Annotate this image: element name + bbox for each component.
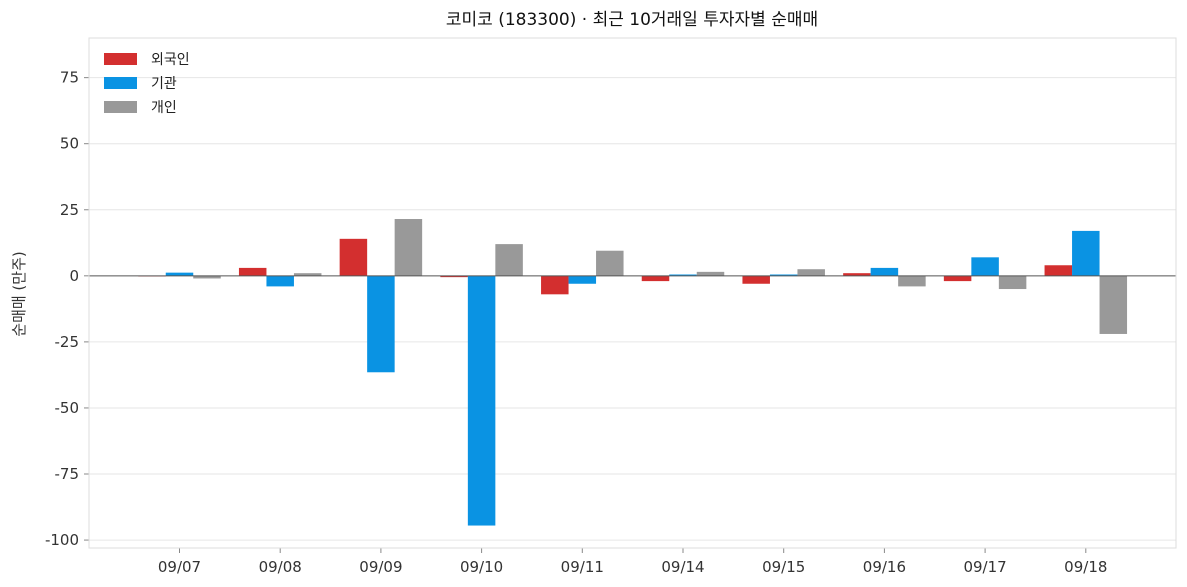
- bar-2-09-14: [669, 274, 697, 276]
- y-tick-label: 75: [60, 69, 79, 87]
- bar-3-09-15: [797, 269, 825, 276]
- bar-3-09-16: [898, 275, 926, 287]
- plot-frame: [88, 37, 1177, 549]
- y-tick-label: -50: [55, 399, 80, 417]
- y-tick-labels: 75 50 25 0 -25 -50 -75 -100: [45, 69, 89, 549]
- legend-swatch: [104, 77, 137, 89]
- bar-2-09-11: [568, 275, 597, 284]
- bar-2-09-18: [1072, 230, 1100, 276]
- x-tick-label: 09/17: [963, 558, 1006, 576]
- bar-2-09-16: [870, 267, 899, 276]
- x-tick-label: 09/14: [661, 558, 704, 576]
- legend-label: 외국인: [151, 52, 190, 68]
- bar-1-09-15: [742, 275, 770, 284]
- legend-label: 개인: [151, 100, 177, 116]
- x-tick-label: 09/11: [561, 558, 604, 576]
- bar-1-09-08: [238, 267, 267, 276]
- x-tick-label: 09/08: [259, 558, 302, 576]
- bar-2-09-10: [467, 275, 496, 526]
- bar-1-09-14: [641, 275, 670, 282]
- y-tick-label: 0: [69, 267, 79, 285]
- y-tick-label: -25: [55, 333, 80, 351]
- bar-1-09-10: [440, 275, 468, 278]
- legend-swatch: [104, 53, 137, 65]
- bar-3-09-09: [394, 219, 423, 276]
- bar-2-09-17: [971, 257, 999, 276]
- bar-3-09-18: [1099, 275, 1128, 334]
- x-tick-label: 09/09: [359, 558, 402, 576]
- bar-3-09-17: [998, 275, 1027, 290]
- bar-1-09-18: [1044, 265, 1073, 276]
- y-tick-label: 25: [60, 201, 79, 219]
- x-tick-label: 09/18: [1064, 558, 1107, 576]
- bar-1-09-16: [843, 273, 871, 276]
- x-tick-label: 09/15: [762, 558, 805, 576]
- bar-3-09-08: [293, 273, 322, 276]
- y-tick-label: -100: [45, 531, 79, 549]
- bar-1-09-11: [541, 275, 569, 295]
- bar-2-09-07: [165, 272, 194, 276]
- legend-label: 기관: [151, 76, 177, 92]
- chart-title: 코미코 (183300) · 최근 10거래일 투자자별 순매매: [446, 10, 818, 30]
- x-tick-label: 09/10: [460, 558, 503, 576]
- y-tick-label: 50: [60, 135, 79, 153]
- bar-2-09-08: [266, 275, 294, 287]
- legend-swatch: [104, 101, 137, 113]
- y-tick-label: -75: [55, 465, 80, 483]
- bar-3-09-11: [596, 250, 624, 276]
- bar-3-09-07: [193, 275, 221, 279]
- bar-1-09-09: [339, 238, 368, 276]
- y-axis-label: 순매매 (만주): [10, 251, 28, 336]
- bar-2-09-09: [367, 275, 395, 373]
- bar-3-09-10: [495, 244, 523, 276]
- x-tick-labels: 09/07 09/08 09/09 09/10 09/11 09/14 09/15 09/16…: [158, 548, 1107, 576]
- grid-lines: [89, 77, 1176, 541]
- bars: [138, 219, 1128, 526]
- bar-1-09-17: [943, 275, 972, 282]
- x-tick-label: 09/07: [158, 558, 201, 576]
- bar-2-09-15: [769, 274, 798, 276]
- x-tick-label: 09/16: [863, 558, 906, 576]
- bar-3-09-14: [696, 271, 725, 276]
